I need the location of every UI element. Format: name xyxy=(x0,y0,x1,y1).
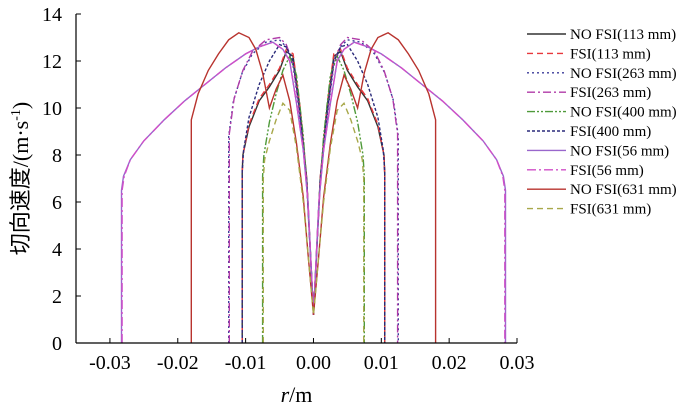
legend-label-5: FSI(400 mm) xyxy=(570,124,651,140)
y-axis-title: 切向速度/(m·s-1) xyxy=(8,102,33,255)
legend-label-1: FSI(113 mm) xyxy=(570,46,651,62)
x-ticks: -0.03 -0.02 -0.01 0.00 0.01 0.02 0.03 xyxy=(89,338,535,374)
x-tick-label: 0.00 xyxy=(296,352,331,374)
y-tick-label: 4 xyxy=(52,239,62,261)
plot-area xyxy=(120,31,507,343)
legend-label-7: FSI(56 mm) xyxy=(570,163,644,179)
series-line-9 xyxy=(262,102,365,343)
legend-label-8: NO FSI(631 mm) xyxy=(570,182,677,198)
y-tick-label: 6 xyxy=(52,192,62,214)
x-tick-label: 0.03 xyxy=(500,352,535,374)
y-axis-title-close: ) xyxy=(8,102,33,109)
y-axis-title-main: 切向速度/(m·s xyxy=(8,121,33,255)
legend-label-9: FSI(631 mm) xyxy=(570,202,651,218)
y-tick-label: 0 xyxy=(52,333,62,355)
x-tick-label: 0.02 xyxy=(432,352,467,374)
x-axis-title-var: r xyxy=(281,382,290,407)
axes: -0.03 -0.02 -0.01 0.00 0.01 0.02 0.03 0 2 4 6 8 10 1… xyxy=(42,4,535,374)
legend-label-6: NO FSI(56 mm) xyxy=(570,143,669,159)
series-line-2 xyxy=(228,39,399,343)
x-axis-title: r/m xyxy=(281,382,313,407)
legend-label-3: FSI(263 mm) xyxy=(570,85,651,101)
series-line-6 xyxy=(120,41,507,343)
series-line-8 xyxy=(190,31,437,343)
series-line-7 xyxy=(121,41,506,343)
series-line-3 xyxy=(228,36,399,343)
y-ticks: 0 2 4 6 8 10 12 14 xyxy=(42,4,81,355)
y-tick-label: 10 xyxy=(42,98,62,120)
x-tick-label: -0.01 xyxy=(225,352,267,374)
y-tick-label: 2 xyxy=(52,286,62,308)
y-axis-title-exp: -1 xyxy=(9,109,24,121)
y-tick-label: 12 xyxy=(42,51,62,73)
x-tick-label: 0.01 xyxy=(364,352,399,374)
y-tick-label: 8 xyxy=(52,145,62,167)
legend: NO FSI(113 mm) FSI(113 mm) NO FSI(263 mm) F… xyxy=(527,27,677,218)
legend-label-0: NO FSI(113 mm) xyxy=(570,27,676,43)
legend-label-2: NO FSI(263 mm) xyxy=(570,66,677,82)
legend-label-4: NO FSI(400 mm) xyxy=(570,105,677,121)
x-tick-label: -0.02 xyxy=(157,352,199,374)
y-tick-label: 14 xyxy=(42,4,62,26)
x-axis-title-unit: /m xyxy=(289,382,312,407)
x-tick-label: -0.03 xyxy=(89,352,131,374)
